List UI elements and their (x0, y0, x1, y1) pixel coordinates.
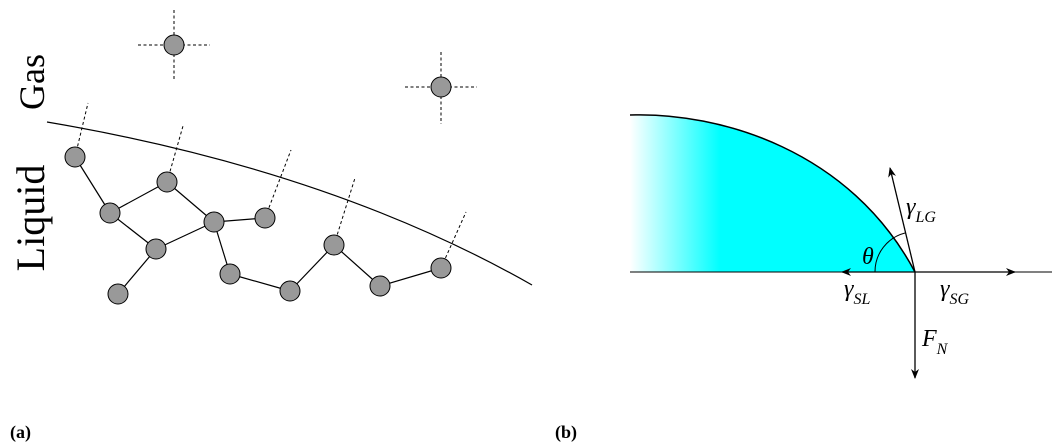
normal-force: FN (921, 326, 949, 358)
panel-label: (a) (10, 422, 31, 443)
molecules (65, 35, 451, 304)
panel-b: θ γLG γSL γSG FN (b) (555, 115, 1052, 443)
figure: Gas Liquid (a) θ γLG γSL γSG FN (b) (0, 0, 1054, 443)
gamma-sg: γSG (940, 276, 969, 308)
panel-label: (b) (555, 422, 577, 443)
gamma-sl: γSL (844, 276, 870, 308)
gamma-lg: γLG (906, 194, 936, 226)
liquid-label: Liquid (8, 165, 53, 272)
panel-a: Gas Liquid (a) (8, 10, 532, 443)
gas-label: Gas (12, 54, 52, 110)
surface (47, 122, 532, 285)
theta: θ (862, 244, 874, 270)
